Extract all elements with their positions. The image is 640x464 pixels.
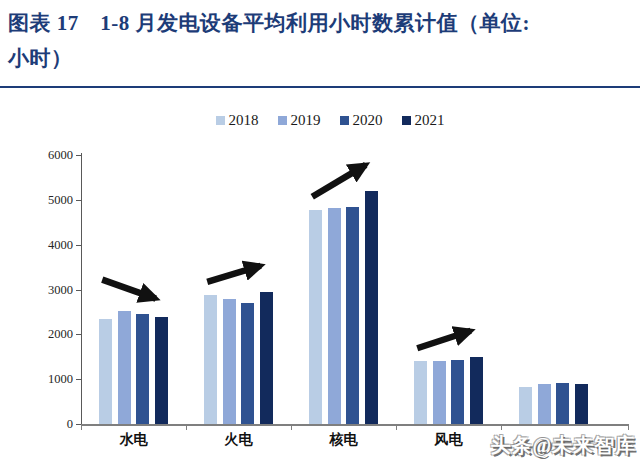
x-category-label: 火电 (207, 431, 271, 449)
trend-arrow-up (417, 331, 471, 348)
bar-2021 (155, 317, 168, 424)
bar-2019 (223, 299, 236, 424)
chart-legend: 2018 2019 2020 2021 (0, 112, 640, 129)
x-axis (81, 424, 629, 426)
bar-2021 (365, 191, 378, 424)
y-axis (81, 153, 82, 426)
bar-2018 (204, 295, 217, 424)
x-axis-tick (81, 426, 82, 430)
x-axis-tick (501, 426, 502, 430)
bar-2021 (575, 384, 588, 424)
y-axis-label: 3000 (29, 283, 73, 297)
legend-swatch (402, 116, 411, 125)
y-axis-label: 6000 (29, 148, 73, 162)
y-axis-label: 2000 (29, 327, 73, 341)
legend-swatch (340, 116, 349, 125)
bar-2020 (346, 207, 359, 424)
legend-label: 2019 (291, 112, 321, 129)
legend-label: 2021 (415, 112, 445, 129)
bar-2019 (538, 384, 551, 424)
bar-2020 (136, 314, 149, 424)
bar-2019 (433, 361, 446, 424)
figure-container: 图表 17 1-8 月发电设备平均利用小时数累计值（单位:小时） 2018201… (0, 0, 640, 464)
legend-label: 2018 (229, 112, 259, 129)
y-axis-tick (76, 424, 81, 425)
legend-swatch (278, 116, 287, 125)
bar-2018 (414, 361, 427, 424)
y-axis-tick (76, 200, 81, 201)
y-axis-tick (76, 290, 81, 291)
y-axis-tick (76, 245, 81, 246)
bar-2020 (451, 360, 464, 424)
bar-2021 (470, 357, 483, 424)
watermark: 头条@未来智库 (490, 432, 636, 459)
y-axis-label: 1000 (29, 372, 73, 386)
y-axis-tick (76, 334, 81, 335)
trend-arrow-up (207, 266, 261, 282)
x-axis-tick (396, 426, 397, 430)
x-category-label: 核电 (312, 431, 376, 449)
legend-item-2021: 2021 (402, 112, 445, 129)
legend-item-2020: 2020 (340, 112, 383, 129)
bar-2020 (556, 383, 569, 424)
x-axis-tick (186, 426, 187, 430)
bar-2018 (519, 387, 532, 424)
x-axis-tick (291, 426, 292, 430)
figure-title-line1: 图表 17 1-8 月发电设备平均利用小时数累计值（单位: (8, 11, 530, 35)
bar-2018 (99, 319, 112, 424)
x-category-label: 风电 (417, 431, 481, 449)
y-axis-label: 4000 (29, 238, 73, 252)
legend-item-2018: 2018 (216, 112, 259, 129)
y-axis-tick (76, 379, 81, 380)
trend-arrow-up (312, 165, 366, 197)
bar-2021 (260, 292, 273, 424)
bar-2018 (309, 210, 322, 424)
y-axis-label: 0 (29, 417, 73, 431)
y-axis-label: 5000 (29, 193, 73, 207)
x-category-label: 水电 (102, 431, 166, 449)
title-divider (0, 86, 640, 88)
bar-2019 (118, 311, 131, 424)
bar-2019 (328, 208, 341, 424)
trend-arrow-down (102, 280, 156, 299)
legend-item-2019: 2019 (278, 112, 321, 129)
x-axis-tick (628, 426, 629, 430)
legend-label: 2020 (353, 112, 383, 129)
figure-title: 图表 17 1-8 月发电设备平均利用小时数累计值（单位: 小时） (8, 6, 636, 76)
bar-2020 (241, 303, 254, 424)
y-axis-tick (76, 155, 81, 156)
legend-swatch (216, 116, 225, 125)
figure-title-line2: 小时） (8, 46, 73, 70)
